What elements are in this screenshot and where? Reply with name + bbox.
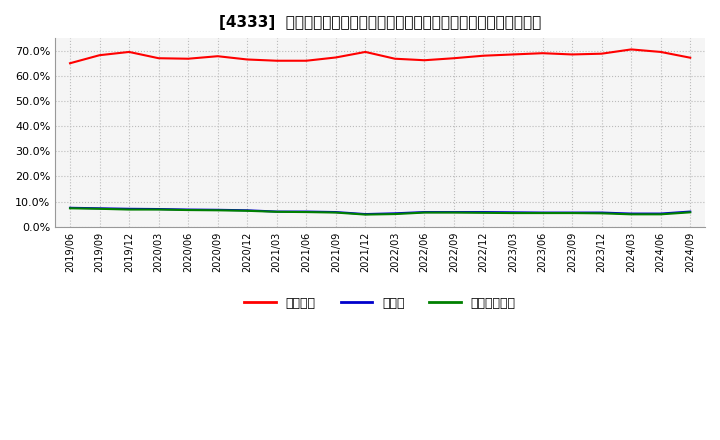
- Title: [4333]  自己資本、のれん、繰延税金資産の総資産に対する比率の推移: [4333] 自己資本、のれん、繰延税金資産の総資産に対する比率の推移: [219, 15, 541, 30]
- Legend: 自己資本, のれん, 繰延税金資産: 自己資本, のれん, 繰延税金資産: [240, 292, 521, 315]
